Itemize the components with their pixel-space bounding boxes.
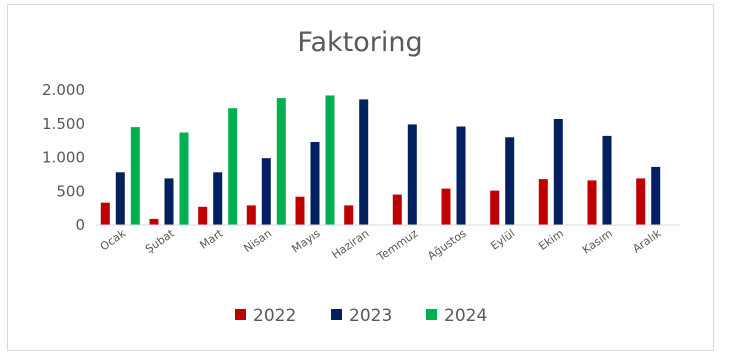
- bar-2022: [392, 194, 402, 225]
- legend-label-2023: 2023: [349, 306, 392, 326]
- x-tick-label: Şubat: [143, 226, 177, 255]
- x-tick-label: Aralık: [630, 226, 664, 255]
- bar-2024: [130, 127, 140, 225]
- bar-2022: [587, 180, 597, 225]
- bar-2024: [276, 98, 286, 225]
- x-tick-label: Eylül: [488, 227, 517, 253]
- bar-2022: [100, 202, 110, 225]
- bar-2024: [325, 95, 335, 226]
- x-tick-label: Ocak: [98, 226, 129, 253]
- bar-2024: [179, 132, 189, 225]
- legend-label-2024: 2024: [444, 306, 487, 326]
- x-tick-label: Haziran: [329, 227, 371, 262]
- legend-swatch-2023: [331, 309, 342, 320]
- x-tick-label: Mayıs: [289, 227, 323, 256]
- bar-2023: [310, 142, 320, 225]
- bar-2023: [553, 119, 563, 225]
- bar-2022: [295, 196, 305, 225]
- bar-2023: [456, 126, 466, 225]
- x-tick-label: Temmuz: [374, 227, 420, 265]
- y-tick-label: 1.000: [42, 149, 85, 167]
- y-axis: 0 500 1.000 1.500 2.000: [42, 81, 85, 234]
- bar-2023: [115, 172, 125, 225]
- bar-2023: [359, 99, 369, 225]
- bar-2022: [636, 178, 646, 225]
- x-tick-label: Nisan: [241, 227, 274, 255]
- bar-2023: [213, 172, 223, 225]
- bar-2022: [246, 205, 256, 225]
- bar-2023: [651, 166, 661, 225]
- x-tick-label: Mart: [197, 226, 226, 251]
- legend-label-2022: 2022: [253, 306, 296, 326]
- x-axis: Ocak Şubat Mart Nisan Mayıs Haziran Temmuz Ağus…: [98, 226, 664, 264]
- y-tick-label: 2.000: [42, 81, 85, 99]
- bar-2022: [149, 218, 159, 225]
- x-tick-label: Ağustos: [425, 227, 469, 263]
- bar-2022: [538, 179, 548, 225]
- bar-2023: [407, 124, 417, 225]
- bar-2022: [441, 188, 451, 225]
- bar-2022: [344, 205, 354, 225]
- x-tick-label: Kasım: [580, 227, 615, 257]
- y-tick-label: 0: [75, 216, 85, 234]
- y-tick-label: 1.500: [42, 115, 85, 133]
- x-tick-label: Ekim: [536, 227, 566, 253]
- bars: [100, 95, 661, 226]
- legend-swatch-2024: [426, 309, 437, 320]
- chart-title: Faktoring: [297, 27, 422, 58]
- bar-2024: [228, 108, 238, 225]
- bar-2023: [164, 178, 174, 225]
- bar-2022: [198, 206, 208, 225]
- bar-2023: [505, 137, 515, 226]
- bar-2023: [261, 158, 271, 225]
- legend-swatch-2022: [235, 309, 246, 320]
- bar-2023: [602, 135, 612, 225]
- bar-2022: [490, 190, 500, 225]
- y-tick-label: 500: [56, 182, 85, 200]
- legend: 2022 2023 2024: [235, 306, 487, 326]
